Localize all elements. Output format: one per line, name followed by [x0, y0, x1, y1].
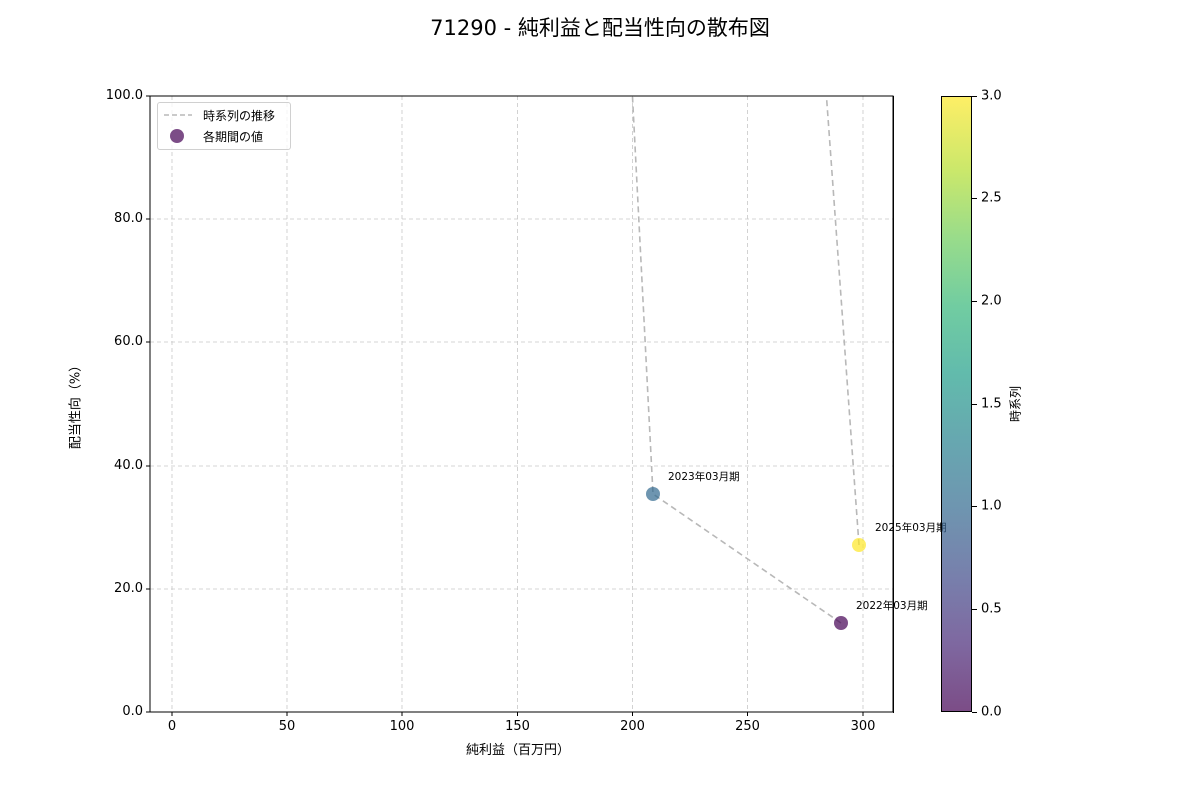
colorbar-tick-label: 0.0 — [981, 704, 1002, 720]
legend: 時系列の推移 各期間の値 — [157, 102, 291, 150]
point-2025 — [852, 538, 866, 552]
chart-title: 71290 - 純利益と配当性向の散布図 — [430, 16, 770, 40]
circle-marker-icon — [170, 129, 184, 143]
y-tick-label: 60.0 — [114, 334, 143, 349]
colorbar-tick — [972, 506, 977, 507]
colorbar-tick — [972, 609, 977, 610]
annotation-2023: 2023年03月期 — [668, 471, 740, 483]
x-tick-label: 200 — [620, 719, 645, 734]
x-ticks — [171, 712, 864, 716]
y-tick-label: 0.0 — [122, 704, 143, 719]
colorbar-tick — [972, 301, 977, 302]
colorbar-tick-label: 1.5 — [981, 396, 1002, 412]
point-2023 — [646, 487, 660, 501]
colorbar-tick-label: 1.0 — [981, 498, 1002, 514]
grid — [150, 96, 893, 712]
y-ticks — [146, 95, 150, 713]
right-spine — [893, 96, 894, 713]
axes-frame — [149, 95, 894, 713]
colorbar-tick — [972, 712, 977, 713]
plot-svg — [146, 95, 894, 716]
colorbar-tick — [972, 96, 977, 97]
x-axis-label: 純利益（百万円） — [465, 743, 571, 758]
legend-label: 各期間の値 — [203, 129, 264, 144]
dashed-line-icon — [164, 114, 192, 116]
annotation-2022: 2022年03月期 — [856, 600, 928, 612]
colorbar-tick-label: 2.0 — [981, 293, 1002, 309]
x-tick-label: 50 — [278, 719, 296, 734]
x-tick-label: 300 — [850, 719, 876, 734]
x-tick-label: 250 — [735, 719, 760, 734]
plot-area — [146, 95, 894, 716]
x-tick-label: 0 — [167, 719, 177, 734]
legend-label: 時系列の推移 — [203, 108, 276, 123]
y-tick-label: 20.0 — [114, 581, 143, 596]
y-tick-label: 80.0 — [114, 211, 143, 226]
y-axis-label: 配当性向（%） — [68, 358, 84, 450]
trend-line — [631, 96, 860, 624]
y-tick-label: 100.0 — [105, 88, 143, 103]
x-tick-label: 150 — [505, 719, 530, 734]
data-points — [646, 487, 866, 630]
colorbar-title: 時系列 — [1008, 385, 1023, 423]
point-2022 — [834, 616, 848, 630]
legend-item-values: 各期間の値 — [158, 127, 263, 145]
colorbar-tick — [972, 198, 977, 199]
colorbar-tick-label: 0.5 — [981, 601, 1002, 617]
y-tick-label: 40.0 — [114, 458, 143, 473]
colorbar — [941, 96, 972, 712]
x-tick-label: 100 — [389, 719, 415, 734]
colorbar-tick — [972, 404, 977, 405]
colorbar-tick-label: 2.5 — [981, 190, 1002, 206]
annotation-2025: 2025年03月期 — [875, 522, 947, 534]
legend-item-trend: 時系列の推移 — [158, 106, 275, 124]
colorbar-tick-label: 3.0 — [981, 88, 1002, 104]
